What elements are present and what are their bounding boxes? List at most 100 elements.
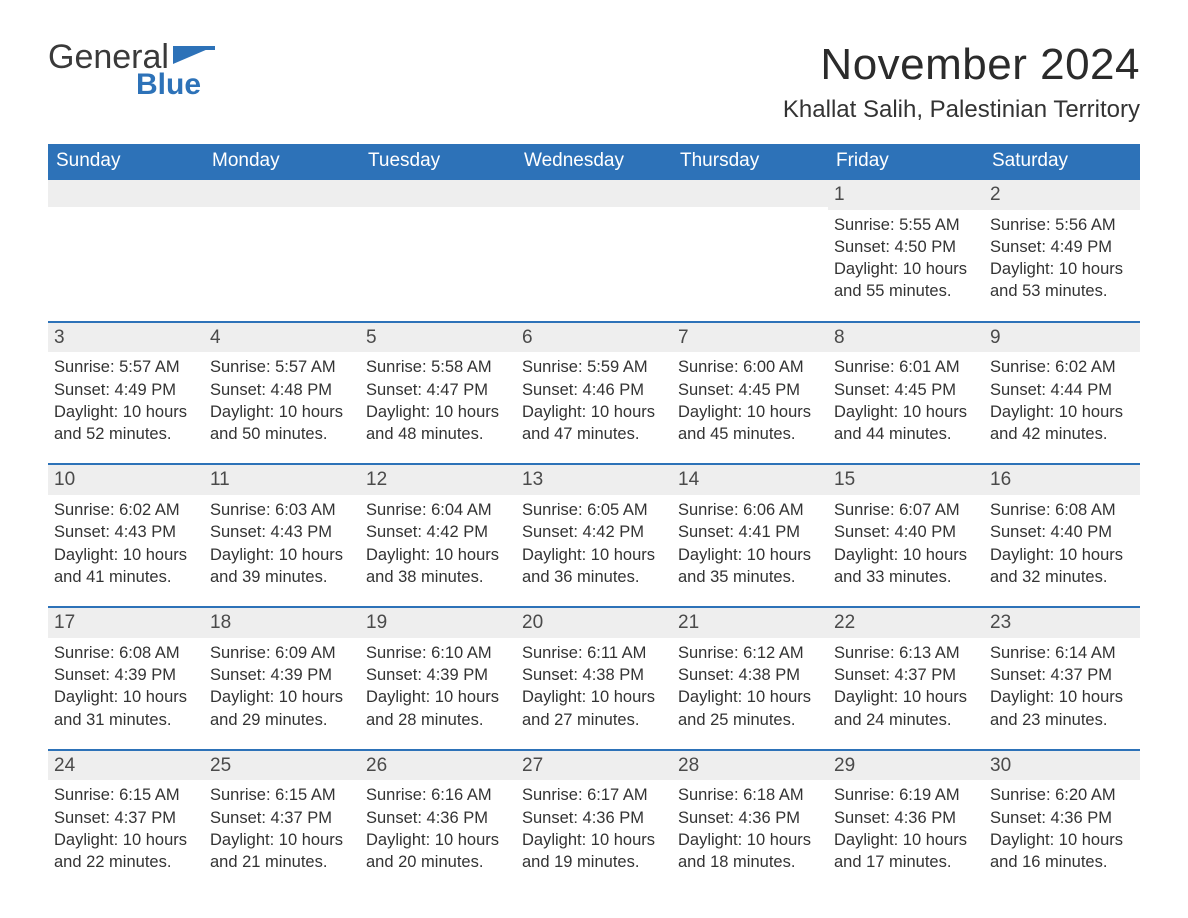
day-cell: 26Sunrise: 6:16 AMSunset: 4:36 PMDayligh…: [360, 751, 516, 892]
day-details: Sunrise: 6:00 AMSunset: 4:45 PMDaylight:…: [676, 356, 822, 445]
sunset: Sunset: 4:37 PM: [210, 807, 354, 829]
weeks-container: 1Sunrise: 5:55 AMSunset: 4:50 PMDaylight…: [48, 180, 1140, 892]
daylight: Daylight: 10 hours and 28 minutes.: [366, 686, 510, 731]
sunrise: Sunrise: 5:56 AM: [990, 214, 1134, 236]
month-title: November 2024: [783, 40, 1140, 90]
day-cell: 3Sunrise: 5:57 AMSunset: 4:49 PMDaylight…: [48, 323, 204, 464]
weekday-thu: Thursday: [672, 144, 828, 180]
sunset: Sunset: 4:45 PM: [678, 379, 822, 401]
day-details: Sunrise: 6:15 AMSunset: 4:37 PMDaylight:…: [52, 784, 198, 873]
sunset: Sunset: 4:43 PM: [210, 521, 354, 543]
sunset: Sunset: 4:40 PM: [990, 521, 1134, 543]
day-number: 20: [516, 608, 672, 638]
daylight: Daylight: 10 hours and 25 minutes.: [678, 686, 822, 731]
daylight: Daylight: 10 hours and 39 minutes.: [210, 544, 354, 589]
day-cell: 1Sunrise: 5:55 AMSunset: 4:50 PMDaylight…: [828, 180, 984, 321]
sunrise: Sunrise: 6:16 AM: [366, 784, 510, 806]
daylight: Daylight: 10 hours and 33 minutes.: [834, 544, 978, 589]
sunrise: Sunrise: 6:03 AM: [210, 499, 354, 521]
day-number: 21: [672, 608, 828, 638]
sunrise: Sunrise: 6:01 AM: [834, 356, 978, 378]
sunset: Sunset: 4:47 PM: [366, 379, 510, 401]
sunrise: Sunrise: 6:05 AM: [522, 499, 666, 521]
header: General Blue November 2024 Khallat Salih…: [48, 40, 1140, 124]
sunset: Sunset: 4:36 PM: [834, 807, 978, 829]
daylight: Daylight: 10 hours and 21 minutes.: [210, 829, 354, 874]
daylight: Daylight: 10 hours and 44 minutes.: [834, 401, 978, 446]
empty-cell: [672, 180, 828, 321]
day-details: Sunrise: 6:01 AMSunset: 4:45 PMDaylight:…: [832, 356, 978, 445]
sunset: Sunset: 4:44 PM: [990, 379, 1134, 401]
weekday-mon: Monday: [204, 144, 360, 180]
sunrise: Sunrise: 6:10 AM: [366, 642, 510, 664]
daylight: Daylight: 10 hours and 23 minutes.: [990, 686, 1134, 731]
sunrise: Sunrise: 5:57 AM: [210, 356, 354, 378]
day-number: 18: [204, 608, 360, 638]
day-number: 9: [984, 323, 1140, 353]
daylight: Daylight: 10 hours and 19 minutes.: [522, 829, 666, 874]
day-details: Sunrise: 5:58 AMSunset: 4:47 PMDaylight:…: [364, 356, 510, 445]
daylight: Daylight: 10 hours and 47 minutes.: [522, 401, 666, 446]
day-details: Sunrise: 6:14 AMSunset: 4:37 PMDaylight:…: [988, 642, 1134, 731]
day-cell: 4Sunrise: 5:57 AMSunset: 4:48 PMDaylight…: [204, 323, 360, 464]
sunset: Sunset: 4:43 PM: [54, 521, 198, 543]
sunset: Sunset: 4:48 PM: [210, 379, 354, 401]
day-cell: 18Sunrise: 6:09 AMSunset: 4:39 PMDayligh…: [204, 608, 360, 749]
daylight: Daylight: 10 hours and 55 minutes.: [834, 258, 978, 303]
day-details: Sunrise: 6:08 AMSunset: 4:40 PMDaylight:…: [988, 499, 1134, 588]
sunset: Sunset: 4:36 PM: [990, 807, 1134, 829]
title-block: November 2024 Khallat Salih, Palestinian…: [783, 40, 1140, 124]
empty-cell: [48, 180, 204, 321]
day-number: 8: [828, 323, 984, 353]
day-number: 14: [672, 465, 828, 495]
sunset: Sunset: 4:38 PM: [522, 664, 666, 686]
day-number: 22: [828, 608, 984, 638]
sunset: Sunset: 4:37 PM: [54, 807, 198, 829]
daylight: Daylight: 10 hours and 18 minutes.: [678, 829, 822, 874]
day-number: 19: [360, 608, 516, 638]
daylight: Daylight: 10 hours and 24 minutes.: [834, 686, 978, 731]
day-cell: 21 Sunrise: 6:12 AMSunset: 4:38 PMDayligh…: [672, 608, 828, 749]
day-number: 23: [984, 608, 1140, 638]
day-cell: 12Sunrise: 6:04 AMSunset: 4:42 PMDayligh…: [360, 465, 516, 606]
day-cell: 24Sunrise: 6:15 AMSunset: 4:37 PMDayligh…: [48, 751, 204, 892]
daylight: Daylight: 10 hours and 27 minutes.: [522, 686, 666, 731]
day-details: Sunrise: 6:17 AMSunset: 4:36 PMDaylight:…: [520, 784, 666, 873]
daylight: Daylight: 10 hours and 36 minutes.: [522, 544, 666, 589]
daylight: Daylight: 10 hours and 32 minutes.: [990, 544, 1134, 589]
sunset: Sunset: 4:45 PM: [834, 379, 978, 401]
week-row: 1Sunrise: 5:55 AMSunset: 4:50 PMDaylight…: [48, 180, 1140, 321]
daylight: Daylight: 10 hours and 42 minutes.: [990, 401, 1134, 446]
sunrise: Sunrise: 6:07 AM: [834, 499, 978, 521]
sunrise: Sunrise: 6:06 AM: [678, 499, 822, 521]
day-cell: 7Sunrise: 6:00 AMSunset: 4:45 PMDaylight…: [672, 323, 828, 464]
sunrise: Sunrise: 5:58 AM: [366, 356, 510, 378]
day-details: Sunrise: 6:08 AMSunset: 4:39 PMDaylight:…: [52, 642, 198, 731]
sunrise: Sunrise: 6:14 AM: [990, 642, 1134, 664]
sunset: Sunset: 4:36 PM: [366, 807, 510, 829]
day-details: Sunrise: 6:10 AMSunset: 4:39 PMDaylight:…: [364, 642, 510, 731]
sunrise: Sunrise: 6:15 AM: [210, 784, 354, 806]
calendar: Sunday Monday Tuesday Wednesday Thursday…: [48, 144, 1140, 892]
sunset: Sunset: 4:36 PM: [678, 807, 822, 829]
day-details: Sunrise: 6:05 AMSunset: 4:42 PMDaylight:…: [520, 499, 666, 588]
day-details: Sunrise: 6:04 AMSunset: 4:42 PMDaylight:…: [364, 499, 510, 588]
sunset: Sunset: 4:49 PM: [54, 379, 198, 401]
day-cell: 14Sunrise: 6:06 AMSunset: 4:41 PMDayligh…: [672, 465, 828, 606]
day-number: [516, 180, 672, 207]
daylight: Daylight: 10 hours and 52 minutes.: [54, 401, 198, 446]
sunrise: Sunrise: 5:59 AM: [522, 356, 666, 378]
day-cell: 19 Sunrise: 6:10 AMSunset: 4:39 PMDayligh…: [360, 608, 516, 749]
empty-cell: [516, 180, 672, 321]
day-details: Sunrise: 5:57 AMSunset: 4:48 PMDaylight:…: [208, 356, 354, 445]
day-details: Sunrise: 6:12 AMSunset: 4:38 PMDaylight:…: [676, 642, 822, 731]
daylight: Daylight: 10 hours and 16 minutes.: [990, 829, 1134, 874]
day-number: 5: [360, 323, 516, 353]
day-number: 30: [984, 751, 1140, 781]
day-cell: 5Sunrise: 5:58 AMSunset: 4:47 PMDaylight…: [360, 323, 516, 464]
day-cell: 16Sunrise: 6:08 AMSunset: 4:40 PMDayligh…: [984, 465, 1140, 606]
daylight: Daylight: 10 hours and 22 minutes.: [54, 829, 198, 874]
sunrise: Sunrise: 6:04 AM: [366, 499, 510, 521]
day-details: Sunrise: 6:19 AMSunset: 4:36 PMDaylight:…: [832, 784, 978, 873]
day-details: Sunrise: 6:02 AMSunset: 4:44 PMDaylight:…: [988, 356, 1134, 445]
